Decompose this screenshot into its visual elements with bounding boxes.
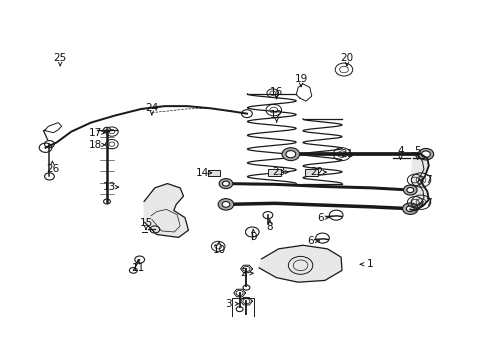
Text: 4: 4: [396, 146, 403, 156]
Text: 13: 13: [102, 182, 115, 192]
Text: 6: 6: [306, 236, 313, 246]
Text: 23: 23: [271, 167, 285, 177]
Text: 21: 21: [340, 149, 353, 159]
Circle shape: [403, 185, 416, 195]
Text: 5: 5: [413, 146, 420, 156]
Text: 20: 20: [340, 53, 353, 63]
Text: 22: 22: [309, 167, 323, 177]
Text: 11: 11: [131, 263, 144, 273]
Text: 8: 8: [266, 222, 273, 231]
Text: 6: 6: [317, 213, 323, 222]
Circle shape: [285, 150, 295, 158]
Text: 2: 2: [240, 268, 246, 278]
Text: 19: 19: [294, 74, 307, 84]
Circle shape: [417, 148, 433, 160]
Text: 15: 15: [139, 218, 152, 228]
Circle shape: [282, 148, 299, 161]
Polygon shape: [409, 153, 428, 211]
FancyBboxPatch shape: [267, 169, 280, 176]
Text: 3: 3: [225, 299, 232, 309]
Circle shape: [406, 188, 413, 193]
Circle shape: [222, 202, 229, 207]
Text: 12: 12: [269, 111, 283, 121]
FancyBboxPatch shape: [208, 170, 220, 176]
FancyBboxPatch shape: [305, 169, 318, 176]
Text: 26: 26: [46, 163, 59, 174]
Text: 14: 14: [195, 168, 208, 178]
Polygon shape: [144, 184, 188, 237]
Circle shape: [218, 199, 233, 210]
Polygon shape: [259, 245, 341, 282]
Circle shape: [236, 307, 243, 312]
Text: 17: 17: [88, 128, 102, 138]
Text: 9: 9: [249, 232, 256, 242]
Circle shape: [406, 206, 413, 212]
Text: 7: 7: [424, 175, 431, 185]
Text: 18: 18: [88, 140, 102, 150]
Circle shape: [421, 151, 429, 157]
Text: 25: 25: [54, 53, 67, 63]
Text: 1: 1: [366, 259, 373, 269]
Text: 16: 16: [269, 87, 283, 97]
Circle shape: [243, 285, 249, 290]
Circle shape: [222, 181, 229, 186]
Circle shape: [402, 203, 417, 215]
Circle shape: [219, 179, 232, 189]
Text: 10: 10: [212, 245, 225, 255]
Text: 24: 24: [145, 103, 158, 113]
Text: 7: 7: [424, 198, 431, 208]
